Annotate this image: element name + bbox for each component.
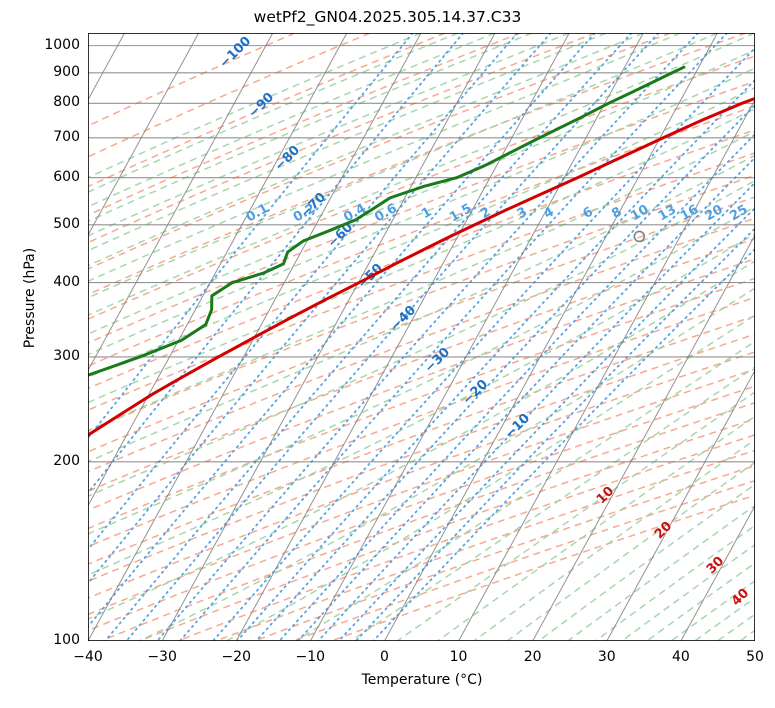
x-tick-label: −10 bbox=[295, 649, 326, 665]
chart-title: wetPf2_GN04.2025.305.14.37.C33 bbox=[253, 8, 522, 26]
lcl-marker bbox=[633, 230, 646, 243]
y-tick-label: 700 bbox=[53, 128, 80, 145]
y-tick-label: 600 bbox=[53, 168, 80, 185]
skewt-canvas: −100−90−80−70−60−50−40−30−20−10102030400… bbox=[88, 33, 755, 641]
dewpoint-curve bbox=[88, 65, 686, 377]
y-tick-label: 1000 bbox=[44, 36, 80, 53]
moist-adiabats bbox=[88, 33, 755, 641]
x-tick-label: 20 bbox=[523, 649, 542, 665]
y-tick-label: 800 bbox=[53, 94, 80, 111]
x-tick-label: −30 bbox=[147, 649, 177, 665]
y-tick-label: 400 bbox=[53, 273, 80, 290]
plot-area: −100 −90 −80 −70 −60 −50 −40 −30 −20 −10 10 20 30 40 0… bbox=[88, 33, 755, 641]
y-tick-label: 200 bbox=[53, 452, 80, 469]
sounding-markers bbox=[633, 230, 646, 243]
x-tick-label: −20 bbox=[221, 649, 251, 665]
plot-background bbox=[88, 33, 755, 641]
x-tick-label: 40 bbox=[671, 649, 690, 665]
x-tick-label: 50 bbox=[746, 649, 764, 665]
sounding-curves bbox=[88, 65, 755, 437]
x-axis-label: Temperature (°C) bbox=[361, 672, 483, 688]
y-tick-label: 900 bbox=[53, 63, 80, 80]
y-tick-label: 100 bbox=[53, 632, 80, 648]
isobars bbox=[88, 45, 755, 641]
x-tick-label: 30 bbox=[597, 649, 616, 665]
y-tick-label: 300 bbox=[53, 347, 80, 364]
y-tick-label: 500 bbox=[53, 215, 80, 232]
x-tick-label: −40 bbox=[73, 649, 103, 665]
temperature-curve bbox=[88, 96, 755, 437]
x-tick-label: 0 bbox=[379, 649, 389, 665]
x-tick-label: 10 bbox=[449, 649, 468, 665]
